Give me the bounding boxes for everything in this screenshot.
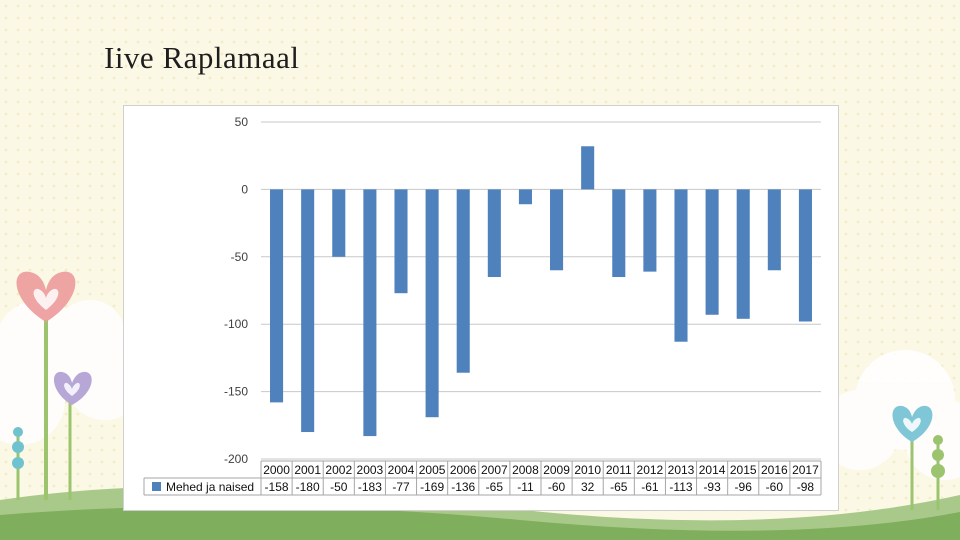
slide-title: Iive Raplamaal [104,40,300,75]
data-value-label: -136 [451,480,475,494]
bar[interactable] [487,189,501,278]
bar[interactable] [736,189,750,319]
data-value-label: -11 [517,480,534,494]
y-tick-label: 0 [241,182,248,196]
x-category-label: 2014 [699,463,726,477]
heart-flower-blue-icon [892,405,933,510]
y-tick-label: -200 [224,452,248,466]
bar[interactable] [363,189,377,437]
y-tick-label: 50 [235,115,249,129]
x-category-label: 2005 [419,463,446,477]
dot-flower-teal-icon [12,427,24,500]
x-category-label: 2006 [450,463,477,477]
bar[interactable] [581,146,595,190]
cloud-right [820,350,960,480]
x-category-label: 2016 [761,463,788,477]
x-category-label: 2011 [606,463,632,477]
data-value-label: -77 [392,480,410,494]
bar[interactable] [332,189,346,257]
x-category-label: 2017 [792,463,819,477]
x-category-label: 2002 [325,463,352,477]
bar[interactable] [643,189,657,272]
data-value-label: -50 [330,480,348,494]
data-value-label: -61 [641,480,659,494]
legend-key [152,482,161,491]
x-category-label: 2008 [512,463,539,477]
y-tick-label: -150 [224,385,248,399]
data-value-label: -113 [669,480,692,494]
x-category-label: 2000 [263,463,290,477]
x-category-label: 2003 [357,463,384,477]
bar[interactable] [518,189,532,205]
y-tick-label: -100 [224,317,248,331]
dot-flower-green-icon [931,435,945,510]
bar[interactable] [394,189,408,294]
bar[interactable] [705,189,719,315]
data-value-label: -180 [296,480,320,494]
x-category-label: 2009 [543,463,570,477]
x-category-label: 2012 [637,463,664,477]
bar[interactable] [456,189,470,373]
data-value-label: -96 [735,480,753,494]
heart-flower-purple-icon [53,371,92,500]
bar[interactable] [798,189,812,322]
y-tick-label: -50 [231,250,249,264]
legend-label: Mehed ja naised [166,480,254,494]
bar[interactable] [301,189,315,433]
x-category-label: 2010 [574,463,601,477]
x-category-label: 2004 [388,463,415,477]
data-value-label: -65 [610,480,628,494]
x-category-label: 2001 [294,463,321,477]
bar[interactable] [767,189,781,271]
chart-container: 50 0 -50 -100 -150 -200 2000 2001 2002 2003 2004 20… [123,105,839,511]
bar[interactable] [550,189,564,271]
bar[interactable] [425,189,439,418]
heart-flower-pink-icon [16,271,76,500]
x-category-label: 2015 [730,463,757,477]
data-value-label: -158 [265,480,289,494]
x-category-label: 2013 [668,463,695,477]
bar[interactable] [270,189,284,403]
data-value-label: -65 [486,480,504,494]
data-value-label: -60 [548,480,566,494]
data-value-label: -60 [766,480,784,494]
data-value-label: -169 [420,480,444,494]
data-value-label: -183 [358,480,382,494]
data-value-label: -98 [797,480,815,494]
bar[interactable] [674,189,688,342]
data-value-label: 32 [581,480,595,494]
x-category-label: 2007 [481,463,508,477]
grass-hill-front [0,506,960,540]
bar-chart: 50 0 -50 -100 -150 -200 2000 2001 2002 2003 2004 20… [143,115,822,496]
data-value-label: -93 [703,480,721,494]
bar[interactable] [612,189,626,278]
